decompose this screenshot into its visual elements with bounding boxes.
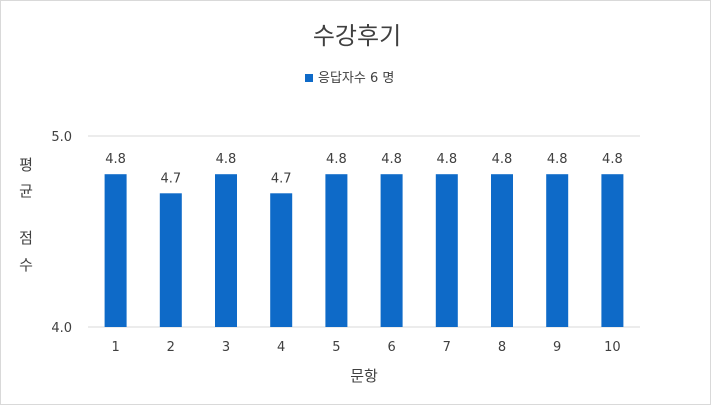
x-tick-label: 8 xyxy=(498,340,506,355)
data-label: 4.8 xyxy=(602,152,623,167)
x-tick-label: 2 xyxy=(167,340,175,355)
data-label: 4.8 xyxy=(216,152,237,167)
x-tick-label: 4 xyxy=(277,340,285,355)
bar xyxy=(380,174,403,327)
y-axis-label-char: 균 xyxy=(19,182,33,200)
data-labels: 4.8 4.7 4.8 4.7 4.8 4.8 4.8 4.8 4.8 4.8 xyxy=(105,152,622,186)
x-tick-label: 7 xyxy=(443,340,451,355)
bar xyxy=(546,174,569,327)
data-label: 4.8 xyxy=(381,152,402,167)
x-tick-label: 6 xyxy=(387,340,395,355)
legend-swatch xyxy=(305,74,313,82)
bar xyxy=(159,193,182,327)
y-axis-label-char: 점 xyxy=(19,229,33,247)
bar xyxy=(491,174,513,327)
data-label: 4.8 xyxy=(436,152,457,167)
data-label: 4.8 xyxy=(492,152,513,167)
data-label: 4.8 xyxy=(326,152,347,167)
y-axis-label-char: 수 xyxy=(19,256,33,274)
data-label: 4.7 xyxy=(271,171,292,186)
x-tick-label: 10 xyxy=(604,340,621,355)
y-axis-label-char: 평 xyxy=(19,156,33,174)
legend-label: 응답자수 6 명 xyxy=(318,71,394,86)
data-label: 4.8 xyxy=(105,152,126,167)
chart-title: 수강후기 xyxy=(313,22,401,50)
bar xyxy=(270,193,293,327)
bars xyxy=(104,174,624,327)
legend: 응답자수 6 명 xyxy=(305,71,394,86)
bar xyxy=(325,174,348,327)
y-axis-ticks: 4.0 5.0 xyxy=(51,130,72,336)
x-tick-label: 5 xyxy=(332,340,340,355)
x-tick-label: 3 xyxy=(222,340,230,355)
x-tick-label: 1 xyxy=(111,340,119,355)
bar xyxy=(215,174,237,327)
bar xyxy=(601,174,624,327)
data-label: 4.7 xyxy=(160,171,181,186)
x-axis-label: 문항 xyxy=(350,367,378,385)
bar xyxy=(435,174,458,327)
data-label: 4.8 xyxy=(547,152,568,167)
x-tick-label: 9 xyxy=(553,340,561,355)
bar xyxy=(104,174,127,327)
x-axis-ticks: 1 2 3 4 5 6 7 8 9 10 xyxy=(111,340,620,355)
y-tick-label: 5.0 xyxy=(51,130,72,145)
y-tick-label: 4.0 xyxy=(51,321,72,336)
